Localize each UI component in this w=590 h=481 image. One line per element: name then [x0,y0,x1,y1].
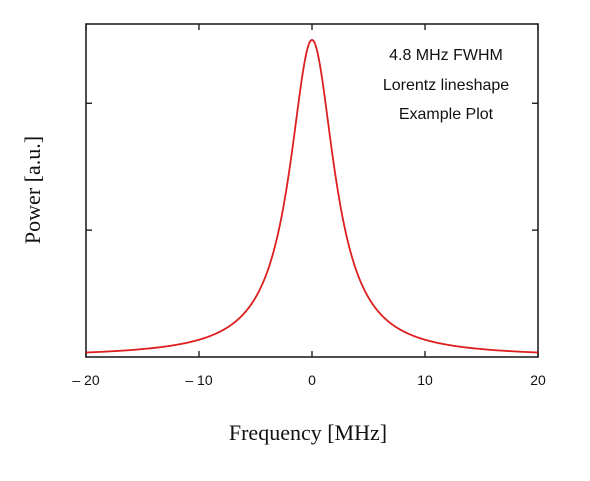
annotation-box: 4.8 MHz FWHM Lorentz lineshape Example P… [383,47,509,123]
y-axis-title: Power [a.u.] [20,136,45,244]
x-tick-label: 20 [530,372,546,388]
annotation-line-3: Example Plot [399,106,494,123]
annotation-line-2: Lorentz lineshape [383,77,509,94]
annotation-line-1: 4.8 MHz FWHM [389,47,503,64]
series-line-lorentz [85,38,539,354]
x-tick-label: 0 [308,372,316,388]
axis-ticks [85,24,539,357]
x-tick-label: 10 [417,372,433,388]
x-tick-label: – 20 [72,372,99,388]
plot-frame [85,23,539,358]
x-tick-labels: – 20 – 10 0 10 20 [72,372,546,388]
x-tick-label: – 10 [185,372,212,388]
x-axis-title: Frequency [MHz] [229,420,387,445]
